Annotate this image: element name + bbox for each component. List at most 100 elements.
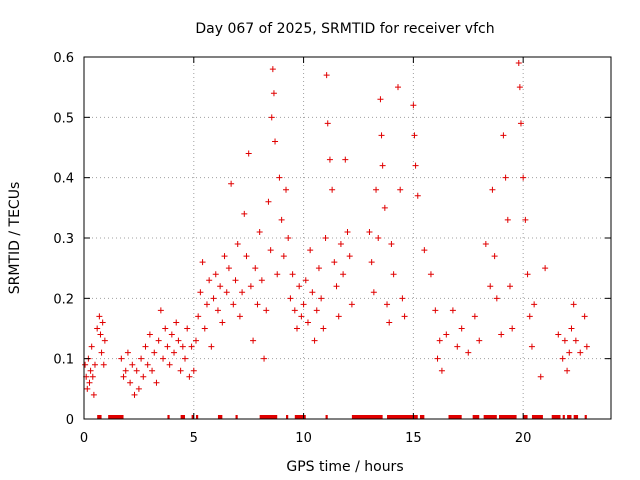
zero-value-run [286, 415, 289, 419]
data-point [241, 210, 248, 217]
data-point [309, 289, 316, 296]
data-point [454, 343, 461, 350]
data-point [127, 379, 134, 386]
data-point [509, 325, 516, 332]
data-point [258, 277, 265, 284]
data-point [386, 319, 393, 326]
data-point [344, 228, 351, 235]
data-point [232, 277, 239, 284]
data-point [502, 174, 509, 181]
y-tick-label: 0.6 [53, 51, 74, 66]
data-point [520, 174, 527, 181]
data-point [412, 162, 419, 169]
data-point [458, 325, 465, 332]
x-tick-label: 20 [515, 431, 532, 446]
data-point [272, 138, 279, 145]
zero-value-run [483, 415, 497, 419]
data-point [443, 331, 450, 338]
data-point [320, 325, 327, 332]
zero-value-run [573, 415, 579, 419]
zero-value-run [387, 415, 418, 419]
data-point [311, 337, 318, 344]
data-point [346, 253, 353, 260]
data-point [378, 132, 385, 139]
zero-value-run [191, 415, 194, 419]
data-point [324, 120, 331, 127]
data-point [498, 331, 505, 338]
data-point [269, 66, 276, 73]
zero-value-run [551, 415, 561, 419]
data-point [236, 313, 243, 320]
data-point [583, 343, 590, 350]
data-point [186, 373, 193, 380]
data-point [142, 343, 149, 350]
data-point [160, 355, 167, 362]
data-point [280, 253, 287, 260]
data-point [254, 301, 261, 308]
data-point [101, 337, 108, 344]
data-point [395, 84, 402, 91]
data-point [210, 295, 217, 302]
data-point [245, 150, 252, 157]
data-point [566, 349, 573, 356]
zero-value-run [472, 415, 480, 419]
data-point [164, 343, 171, 350]
data-point [373, 186, 380, 193]
data-point [377, 96, 384, 103]
data-point [182, 355, 189, 362]
data-point [247, 283, 254, 290]
y-tick-label: 0.5 [53, 111, 74, 126]
data-point [261, 355, 268, 362]
data-point [298, 313, 305, 320]
zero-value-run [180, 415, 186, 419]
data-point [340, 271, 347, 278]
data-point [84, 385, 91, 392]
data-point [436, 337, 443, 344]
data-point [129, 361, 136, 368]
data-point [234, 241, 241, 248]
data-point [223, 289, 230, 296]
data-point [239, 289, 246, 296]
data-point [379, 162, 386, 169]
data-point [195, 313, 202, 320]
data-point [559, 355, 566, 362]
data-point [278, 216, 285, 223]
x-tick-label: 5 [190, 431, 198, 446]
zero-value-run [97, 415, 102, 419]
data-point [313, 307, 320, 314]
y-tick-label: 0.1 [53, 353, 74, 368]
data-point [153, 379, 160, 386]
data-point [326, 156, 333, 163]
data-point [96, 313, 103, 320]
data-point [133, 367, 140, 374]
data-point [323, 72, 330, 79]
data-point [89, 373, 96, 380]
data-point [515, 60, 522, 67]
data-point [542, 265, 549, 272]
zero-value-run [235, 415, 238, 419]
data-point [561, 337, 568, 344]
zero-value-run [294, 415, 306, 419]
data-point [337, 241, 344, 248]
data-point [335, 313, 342, 320]
data-point [384, 301, 391, 308]
y-tick-label: 0.3 [53, 232, 74, 247]
data-point [489, 186, 496, 193]
data-point [570, 301, 577, 308]
data-point [171, 349, 178, 356]
x-tick-label: 0 [80, 431, 88, 446]
data-point [368, 259, 375, 266]
data-point [531, 301, 538, 308]
data-point [144, 361, 151, 368]
data-point [168, 331, 175, 338]
data-point [572, 337, 579, 344]
zero-value-run [351, 415, 383, 419]
data-point [250, 337, 257, 344]
x-axis-label: GPS time / hours [286, 459, 403, 475]
data-point [581, 313, 588, 320]
data-point [388, 241, 395, 248]
data-point [287, 295, 294, 302]
data-point [230, 301, 237, 308]
data-point [82, 361, 89, 368]
